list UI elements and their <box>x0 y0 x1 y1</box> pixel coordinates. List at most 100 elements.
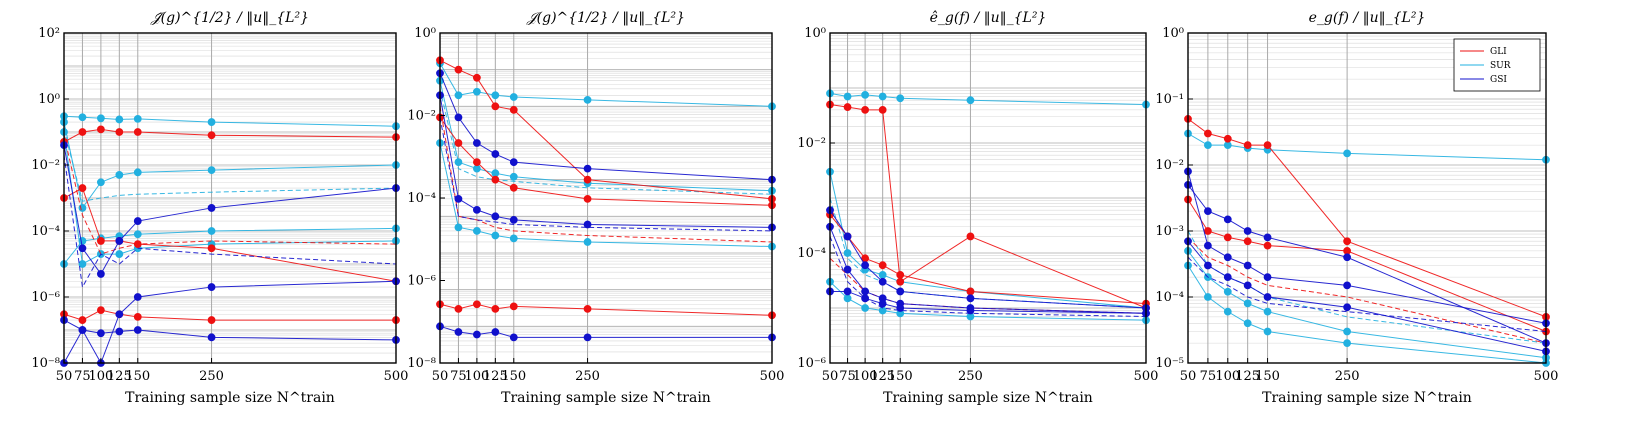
data-point-gsi <box>454 328 463 336</box>
data-point-gsi <box>509 333 518 342</box>
y-tick-label: 10⁰ <box>38 92 60 107</box>
data-point-gsi <box>1203 241 1212 250</box>
data-point-sur <box>115 250 124 258</box>
data-point-sur <box>207 118 216 126</box>
x-tick-label: 150 <box>125 369 150 384</box>
x-tick-label: 50 <box>1180 369 1197 384</box>
data-point-sur <box>491 91 500 100</box>
data-point-gsi <box>583 164 592 173</box>
data-point-gli <box>583 304 592 313</box>
x-tick-label: 50 <box>56 369 73 384</box>
data-point-sur <box>96 114 105 123</box>
data-point-gli <box>472 73 481 82</box>
series-line-gsi <box>63 280 397 365</box>
data-point-gsi <box>115 237 124 245</box>
data-point-gsi <box>1223 273 1232 282</box>
legend: GLI SUR GSI <box>1453 38 1541 92</box>
data-point-gli <box>1223 233 1232 242</box>
data-point-gsi <box>454 194 463 203</box>
x-axis-label: Training sample size N^train <box>125 390 335 406</box>
data-point-gli <box>966 232 975 241</box>
series-line-gsi <box>439 95 773 228</box>
data-point-gsi <box>454 113 463 122</box>
x-tick-label: 125 <box>107 369 132 384</box>
x-axis-label: Training sample size N^train <box>1262 390 1472 406</box>
y-tick-label: 10⁻³ <box>1155 224 1184 239</box>
series-line-gli <box>63 309 396 321</box>
data-point-gli <box>1203 129 1212 138</box>
series-line-gli <box>1187 237 1547 344</box>
axes-frame <box>63 32 397 364</box>
series-line-gsi <box>63 154 397 289</box>
series-line-sur <box>63 115 397 127</box>
data-point-gsi <box>1243 261 1252 270</box>
data-point-gsi <box>207 333 216 342</box>
data-point-sur <box>1223 307 1232 316</box>
data-point-gsi <box>843 287 852 296</box>
data-point-gsi <box>207 283 216 291</box>
data-point-gsi <box>115 327 124 336</box>
data-point-gli <box>454 139 463 147</box>
y-tick-label: 10⁻¹ <box>1155 92 1184 107</box>
data-point-gli <box>78 316 87 324</box>
data-point-gsi <box>491 212 500 221</box>
data-point-sur <box>878 92 887 101</box>
x-tick-label: 125 <box>483 369 508 384</box>
data-point-sur <box>583 95 592 104</box>
chart-title: 𝒥(g)^{1/2} / ‖u‖_{L²} <box>526 10 685 26</box>
y-tick-label: 10⁻⁴ <box>1155 290 1184 305</box>
y-tick-label: 10⁻⁶ <box>797 356 826 371</box>
data-point-sur <box>472 87 481 96</box>
data-point-sur <box>491 169 500 178</box>
data-point-gsi <box>1203 207 1212 216</box>
data-point-gli <box>1223 134 1232 143</box>
x-tick-label: 500 <box>760 369 785 384</box>
data-point-gsi <box>96 329 105 338</box>
data-point-gsi <box>583 220 592 229</box>
y-tick-label: 10⁻² <box>1155 158 1184 173</box>
data-point-sur <box>454 223 463 232</box>
data-point-gli <box>583 194 592 203</box>
y-tick-label: 10⁻⁴ <box>797 246 826 261</box>
x-tick-label: 50 <box>432 369 449 384</box>
series-line-sur <box>1187 230 1547 344</box>
data-point-gli <box>454 65 463 74</box>
x-tick-label: 125 <box>1235 369 1260 384</box>
data-point-gli <box>509 105 518 114</box>
x-tick-label: 250 <box>958 369 983 384</box>
data-point-gsi <box>133 326 142 334</box>
legend-entry-gli: GLI <box>1490 47 1507 57</box>
series-line-sur <box>1187 250 1547 359</box>
data-point-gsi <box>1343 281 1352 290</box>
data-point-gli <box>1203 227 1212 235</box>
data-point-sur <box>115 171 124 179</box>
data-point-gsi <box>843 232 852 241</box>
x-axis-label: Training sample size N^train <box>883 390 1093 406</box>
data-point-gli <box>78 184 87 192</box>
data-point-sur <box>1223 141 1232 150</box>
data-point-gli <box>491 102 500 111</box>
data-point-gsi <box>491 328 500 336</box>
data-point-sur <box>583 238 592 246</box>
data-point-sur <box>509 172 518 181</box>
data-point-gsi <box>1223 253 1232 262</box>
axes-frame <box>1187 32 1547 364</box>
x-tick-label: 75 <box>839 369 856 384</box>
x-tick-label: 75 <box>1200 369 1217 384</box>
axes-frame <box>829 32 1147 364</box>
series-line-gli <box>439 106 773 243</box>
data-point-sur <box>1223 287 1232 296</box>
series-line-sur <box>63 129 397 202</box>
data-point-sur <box>1263 307 1272 316</box>
x-tick-label: 75 <box>450 369 467 384</box>
data-point-sur <box>843 294 852 303</box>
series-line-gli <box>63 135 397 255</box>
data-point-gli <box>491 175 500 184</box>
data-point-sur <box>133 114 142 123</box>
data-point-gsi <box>1263 293 1272 301</box>
series-line-gsi <box>439 73 773 181</box>
data-point-gsi <box>509 158 518 167</box>
data-point-gli <box>78 128 87 136</box>
data-point-gsi <box>133 217 142 225</box>
